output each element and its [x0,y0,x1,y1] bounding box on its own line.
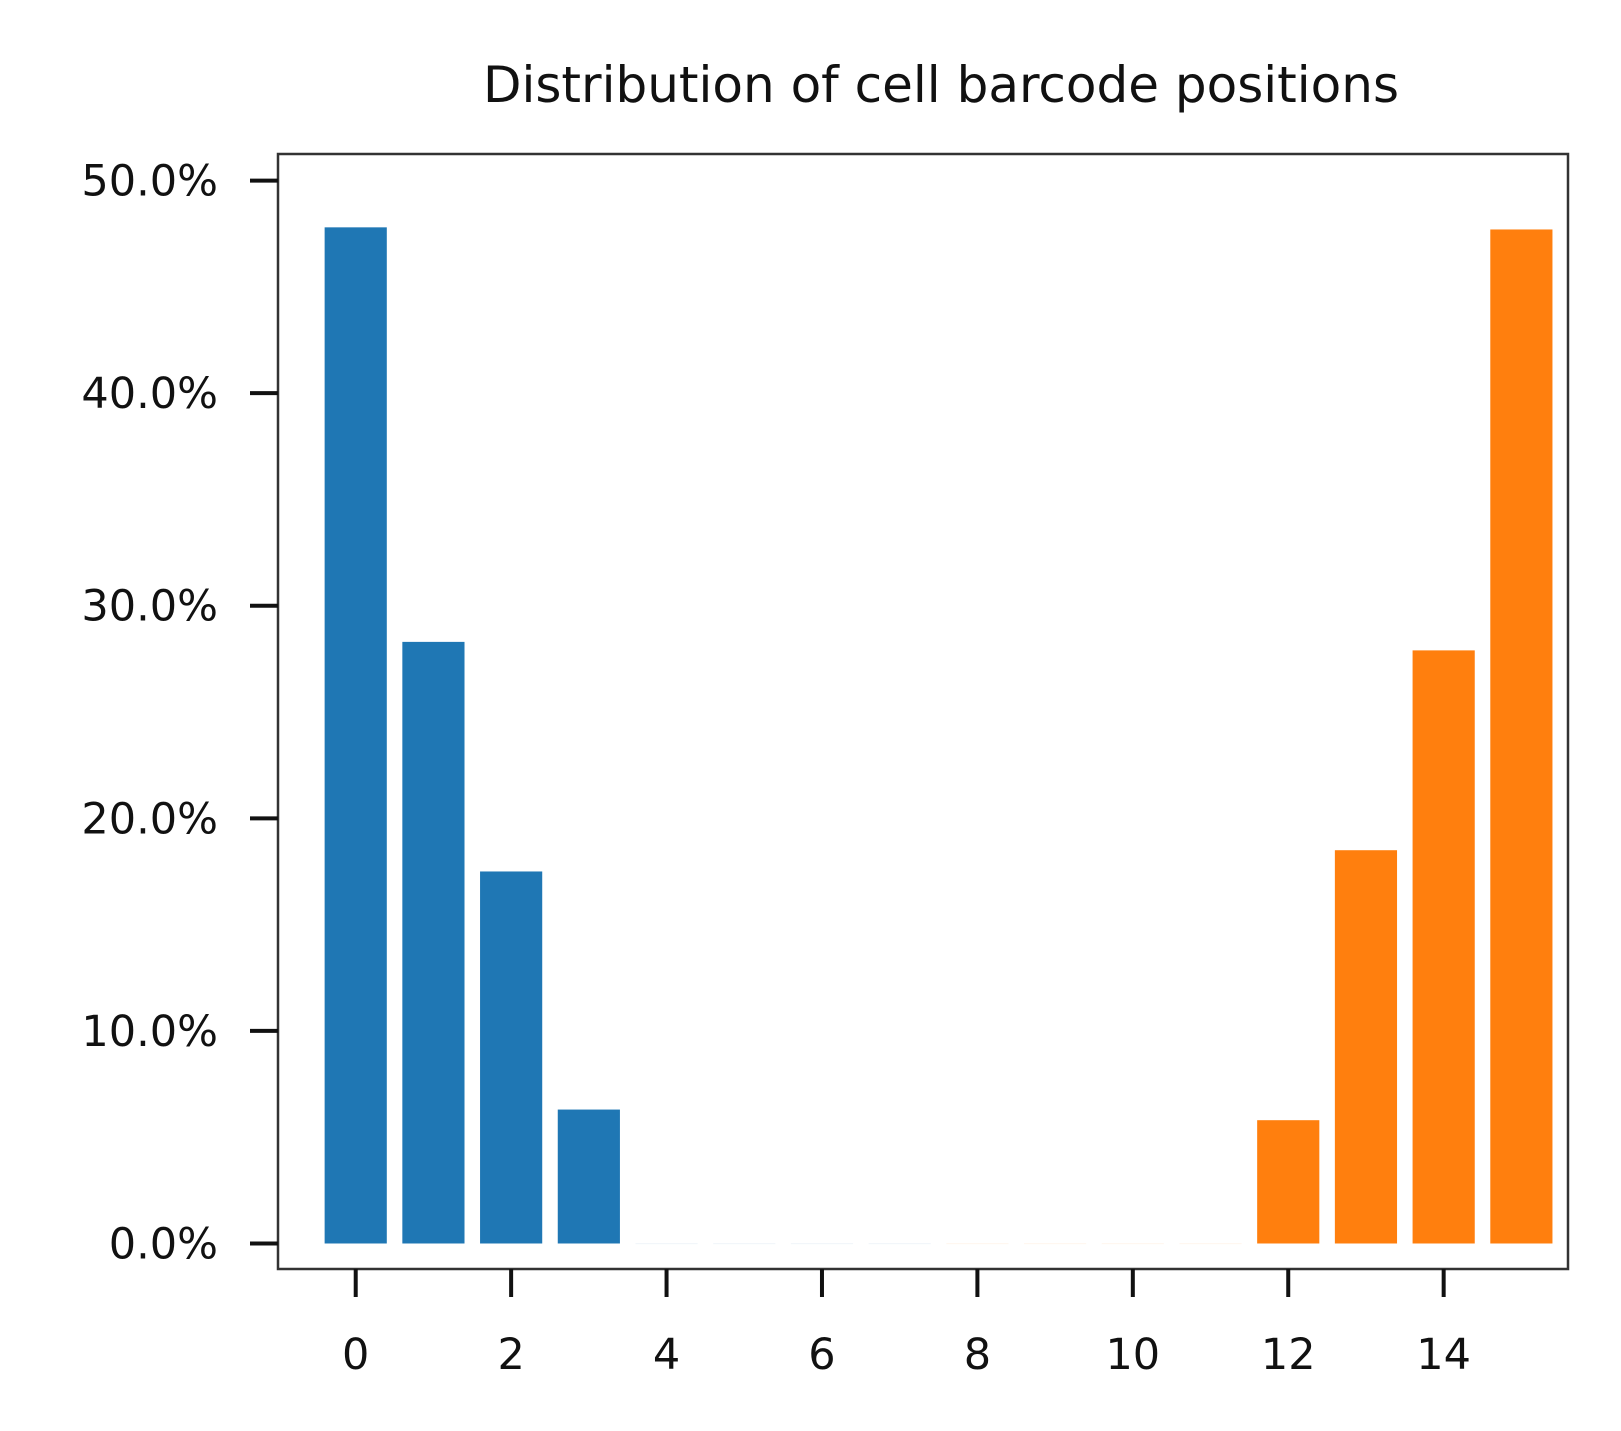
bar-2 [480,871,543,1244]
y-tick-label: 0.0% [109,1219,218,1269]
bar-10 [1101,1243,1164,1245]
chart-title: Distribution of cell barcode positions [483,56,1399,114]
bar-5 [713,1243,776,1245]
bar-7 [868,1243,931,1245]
bar-15 [1490,229,1553,1244]
plot-frame [276,152,1570,1271]
bar-3 [557,1109,620,1244]
x-tick-label: 12 [1261,1330,1316,1380]
y-tick-label: 50.0% [81,157,218,207]
x-tick-label: 2 [497,1330,524,1380]
bar-13 [1334,850,1398,1244]
x-tick-label: 14 [1416,1330,1471,1380]
bar-12 [1257,1120,1320,1244]
x-tick-label: 6 [808,1330,835,1380]
bar-14 [1412,650,1475,1244]
bar-4 [635,1243,698,1245]
bar-0 [324,227,387,1244]
x-tick-label: 4 [653,1330,680,1380]
y-tick-label: 30.0% [81,582,218,632]
y-tick-label: 10.0% [81,1007,218,1057]
y-tick-label: 40.0% [81,369,218,419]
y-tick-label: 20.0% [81,794,218,844]
x-tick-label: 8 [964,1330,991,1380]
x-tick-label: 10 [1105,1330,1160,1380]
bar-8 [946,1243,1009,1245]
y-axis: 0.0% 10.0% 20.0% 30.0% 40.0% 50.0% [81,157,278,1269]
x-axis: 0 2 4 6 8 10 12 14 [342,1269,1471,1380]
bar-9 [1024,1243,1087,1245]
bar-11 [1179,1243,1242,1245]
bars [324,227,1553,1245]
x-tick-label: 0 [342,1330,369,1380]
bar-6 [790,1243,854,1245]
bar-1 [402,641,465,1244]
